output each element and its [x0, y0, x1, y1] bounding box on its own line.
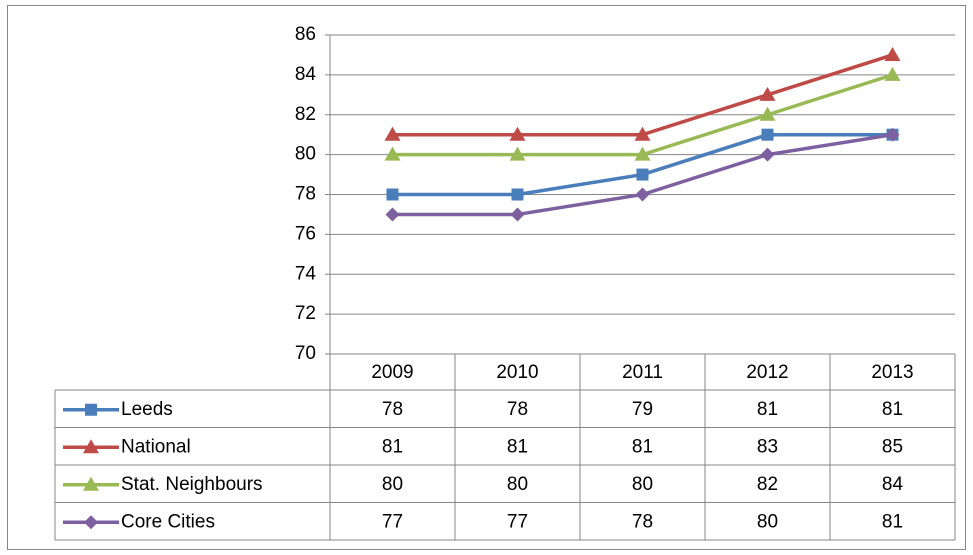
chart-border: [7, 5, 966, 550]
table-value: 78: [382, 399, 403, 420]
data-point: [385, 207, 400, 222]
x-category-label: 2010: [496, 362, 538, 383]
legend-key-marker: [84, 515, 98, 530]
y-tick-label: 80: [295, 144, 316, 165]
y-tick-label: 72: [295, 303, 316, 324]
legend-key-marker: [83, 476, 99, 491]
legend-label: Leeds: [121, 399, 173, 420]
data-point: [760, 147, 775, 162]
data-point: [636, 168, 649, 181]
x-category-label: 2009: [371, 362, 413, 383]
data-point: [885, 127, 900, 142]
data-point: [759, 86, 776, 101]
y-tick-label: 78: [295, 184, 316, 205]
data-point: [884, 66, 901, 81]
x-category-label: 2013: [871, 362, 913, 383]
legend-key-marker: [83, 439, 99, 454]
y-tick-label: 82: [295, 104, 316, 125]
x-category-label: 2012: [746, 362, 788, 383]
table-value: 80: [632, 474, 653, 495]
y-tick-label: 76: [295, 223, 316, 244]
table-value: 80: [757, 511, 778, 532]
data-point: [634, 146, 651, 161]
y-tick-label: 86: [295, 24, 316, 45]
data-point: [509, 126, 526, 141]
table-value: 85: [882, 436, 903, 457]
legend-label: Stat. Neighbours: [121, 474, 263, 495]
data-point: [634, 126, 651, 141]
data-point: [635, 187, 650, 202]
data-point: [761, 128, 774, 141]
y-tick-label: 74: [295, 263, 317, 284]
legend-label: National: [121, 436, 191, 457]
table-value: 83: [757, 436, 778, 457]
table-value: 82: [757, 474, 778, 495]
table-value: 81: [882, 511, 903, 532]
table-value: 80: [507, 474, 528, 495]
table-value: 81: [757, 399, 778, 420]
table-value: 81: [632, 436, 653, 457]
table-value: 84: [882, 474, 904, 495]
table-value: 81: [882, 399, 903, 420]
legend-label: Core Cities: [121, 511, 215, 532]
data-point: [386, 188, 399, 201]
data-point: [384, 146, 401, 161]
y-tick-label: 84: [295, 64, 317, 85]
table-value: 78: [632, 511, 653, 532]
data-point: [884, 46, 901, 61]
data-point: [510, 207, 525, 222]
table-value: 78: [507, 399, 528, 420]
table-value: 81: [507, 436, 528, 457]
table-value: 81: [382, 436, 403, 457]
data-point: [511, 188, 524, 201]
data-point: [759, 106, 776, 121]
table-value: 79: [632, 399, 653, 420]
table-value: 77: [382, 511, 403, 532]
table-value: 80: [382, 474, 403, 495]
data-point: [384, 126, 401, 141]
data-point: [509, 146, 526, 161]
x-category-label: 2011: [622, 362, 663, 383]
y-tick-label: 70: [295, 343, 316, 364]
legend-key-marker: [85, 403, 97, 416]
table-value: 77: [507, 511, 528, 532]
